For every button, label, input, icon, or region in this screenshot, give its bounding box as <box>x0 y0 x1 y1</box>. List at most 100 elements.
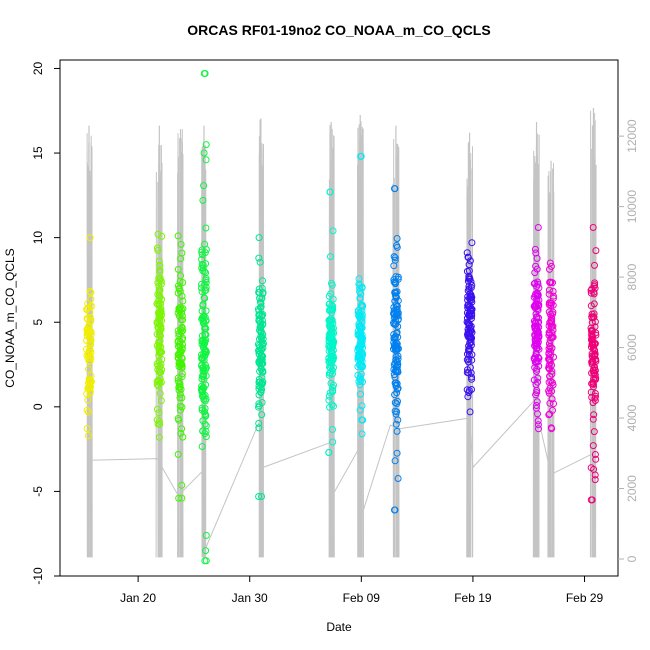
data-point <box>153 300 161 308</box>
data-point <box>85 375 93 383</box>
data-point <box>178 373 186 381</box>
data-point <box>199 196 207 204</box>
data-point <box>330 338 338 345</box>
data-point <box>587 464 595 472</box>
scatter-points <box>83 70 600 565</box>
data-point <box>394 397 401 405</box>
data-point <box>533 289 541 297</box>
data-point <box>390 253 398 261</box>
data-point <box>325 392 333 400</box>
data-point <box>198 351 205 359</box>
data-point <box>548 387 556 395</box>
data-point <box>199 344 207 351</box>
data-point <box>546 399 554 407</box>
data-point <box>202 307 210 315</box>
data-point <box>259 380 266 387</box>
data-point <box>200 396 208 403</box>
data-point <box>325 449 333 456</box>
data-point <box>85 322 93 330</box>
data-point <box>588 358 596 366</box>
data-point <box>202 547 210 555</box>
data-point <box>325 396 333 404</box>
data-point <box>174 377 182 385</box>
data-point <box>531 364 539 372</box>
data-point <box>198 332 206 340</box>
data-point <box>156 328 164 336</box>
data-point <box>200 366 208 374</box>
data-point <box>392 410 400 418</box>
data-point <box>548 344 556 352</box>
data-point <box>465 369 473 377</box>
data-point <box>358 362 366 370</box>
data-point <box>356 323 364 331</box>
data-point <box>86 287 94 295</box>
data-point <box>533 345 540 353</box>
data-point <box>157 324 165 332</box>
data-point <box>198 280 205 288</box>
data-point <box>200 182 208 190</box>
data-point <box>463 249 471 257</box>
data-point <box>85 432 92 440</box>
data-point <box>202 531 210 539</box>
data-point <box>466 275 474 283</box>
data-point <box>355 280 363 288</box>
data-point <box>156 331 164 339</box>
data-point <box>531 245 539 253</box>
data-point <box>466 257 474 265</box>
data-point <box>175 330 183 338</box>
y2-tick-label: 10000 <box>625 190 639 224</box>
data-point <box>535 425 542 433</box>
data-point <box>174 327 182 335</box>
data-point <box>178 403 186 411</box>
data-point <box>591 261 598 269</box>
data-point <box>176 402 184 410</box>
data-point <box>532 404 540 412</box>
x-tick-label: Jan 30 <box>232 591 268 605</box>
data-point <box>358 307 366 315</box>
data-point <box>87 318 94 325</box>
data-point <box>394 475 402 482</box>
data-point <box>326 364 334 372</box>
data-point <box>175 363 183 370</box>
data-point <box>83 406 91 414</box>
data-point <box>200 371 208 379</box>
data-point <box>591 284 599 292</box>
data-point <box>393 389 401 397</box>
data-point <box>535 301 543 309</box>
data-point <box>358 337 366 345</box>
data-point <box>548 329 556 337</box>
data-point <box>157 348 165 356</box>
data-point <box>256 294 264 302</box>
data-point <box>176 390 184 398</box>
data-point <box>86 389 94 397</box>
data-point <box>532 249 540 257</box>
y-tick-label: 20 <box>31 62 45 76</box>
data-point <box>154 420 162 428</box>
data-point <box>157 397 165 405</box>
data-point <box>391 280 399 288</box>
data-point <box>255 234 263 242</box>
data-point <box>87 336 95 344</box>
flight-series-10 <box>530 224 543 433</box>
data-point <box>390 262 398 270</box>
data-point <box>587 496 595 504</box>
data-point <box>591 390 599 397</box>
data-point <box>463 356 471 364</box>
data-point <box>155 433 163 441</box>
data-point <box>534 278 542 286</box>
data-point <box>392 294 400 302</box>
y-tick-label: 0 <box>31 403 45 410</box>
data-point <box>154 362 162 370</box>
data-point <box>355 351 363 359</box>
data-point <box>328 401 336 409</box>
data-point <box>255 493 263 500</box>
data-point <box>87 295 95 303</box>
data-point <box>153 244 161 252</box>
data-point <box>532 391 540 399</box>
data-point <box>464 293 472 301</box>
data-point <box>545 308 553 316</box>
data-point <box>465 285 473 293</box>
data-point <box>549 301 557 309</box>
data-point <box>200 149 208 157</box>
